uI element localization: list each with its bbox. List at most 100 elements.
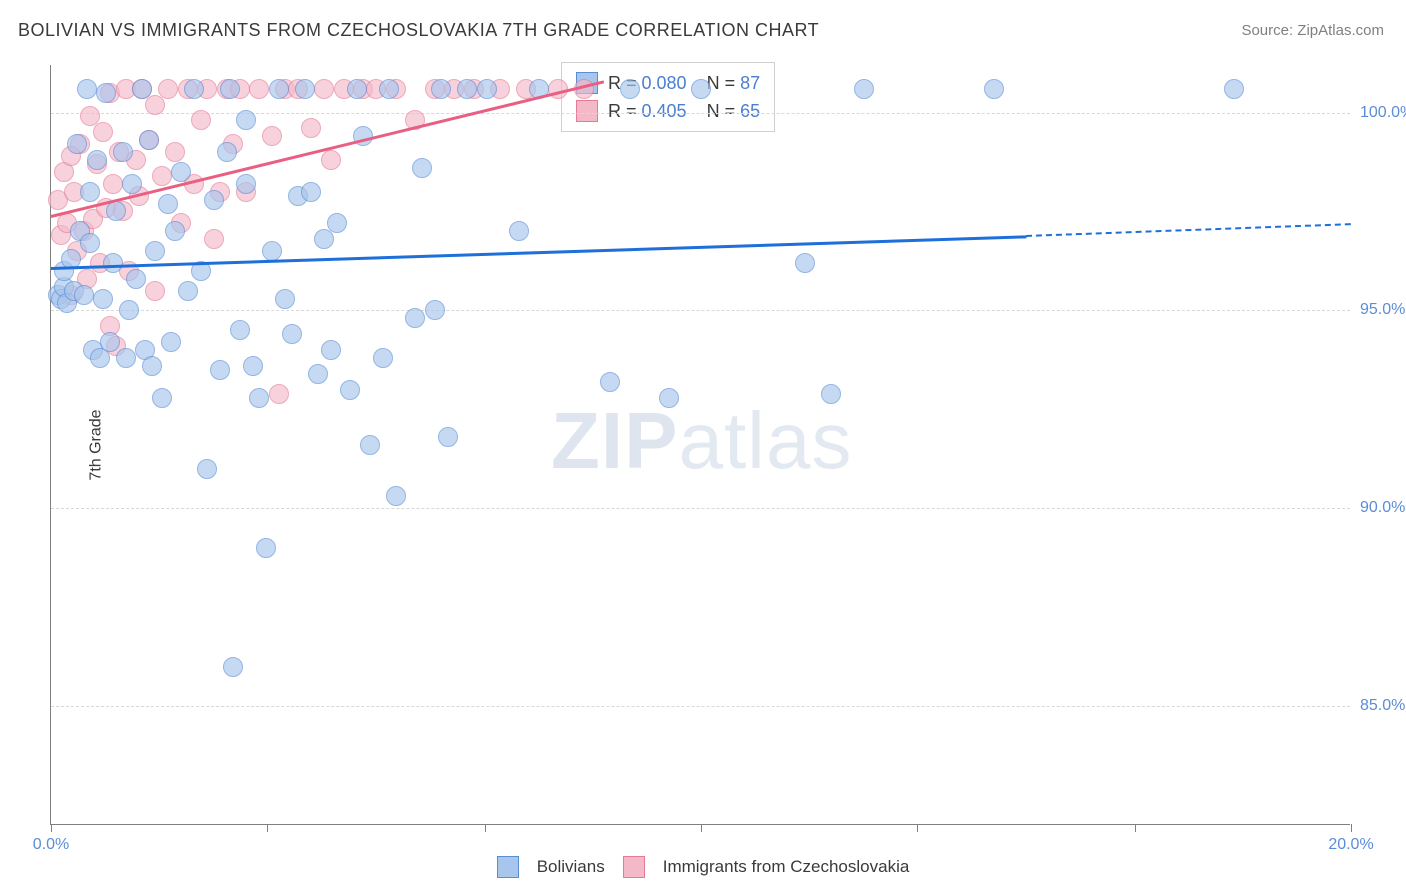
trend-bolivians <box>51 235 1026 270</box>
point-bolivians <box>158 194 178 214</box>
point-czechoslovakia <box>321 150 341 170</box>
point-bolivians <box>74 285 94 305</box>
point-bolivians <box>386 486 406 506</box>
chart-title: BOLIVIAN VS IMMIGRANTS FROM CZECHOSLOVAK… <box>18 20 819 41</box>
point-czechoslovakia <box>262 126 282 146</box>
point-bolivians <box>204 190 224 210</box>
y-axis-label: 7th Grade <box>88 409 106 480</box>
point-bolivians <box>145 241 165 261</box>
point-bolivians <box>119 300 139 320</box>
point-bolivians <box>236 110 256 130</box>
point-bolivians <box>308 364 328 384</box>
point-bolivians <box>373 348 393 368</box>
point-bolivians <box>301 182 321 202</box>
point-czechoslovakia <box>191 110 211 130</box>
chart-container: { "title": "BOLIVIAN VS IMMIGRANTS FROM … <box>0 0 1406 892</box>
point-bolivians <box>379 79 399 99</box>
y-tick-label: 100.0% <box>1360 104 1406 122</box>
point-bolivians <box>405 308 425 328</box>
point-bolivians <box>80 182 100 202</box>
point-bolivians <box>165 221 185 241</box>
gridline-h <box>51 310 1350 311</box>
legend-swatch-bolivians <box>497 856 519 878</box>
point-bolivians <box>132 79 152 99</box>
point-czechoslovakia <box>165 142 185 162</box>
point-bolivians <box>249 388 269 408</box>
point-bolivians <box>262 241 282 261</box>
point-bolivians <box>184 79 204 99</box>
point-bolivians <box>197 459 217 479</box>
point-bolivians <box>457 79 477 99</box>
point-bolivians <box>87 150 107 170</box>
point-bolivians <box>210 360 230 380</box>
point-bolivians <box>243 356 263 376</box>
point-bolivians <box>113 142 133 162</box>
point-bolivians <box>171 162 191 182</box>
point-czechoslovakia <box>152 166 172 186</box>
point-czechoslovakia <box>158 79 178 99</box>
point-bolivians <box>80 233 100 253</box>
watermark: ZIPatlas <box>551 395 852 487</box>
x-tick-label: 0.0% <box>33 836 69 854</box>
point-bolivians <box>360 435 380 455</box>
point-bolivians <box>854 79 874 99</box>
point-czechoslovakia <box>103 174 123 194</box>
point-bolivians <box>477 79 497 99</box>
point-bolivians <box>93 289 113 309</box>
legend-label-czechoslovakia: Immigrants from Czechoslovakia <box>663 857 910 877</box>
point-bolivians <box>659 388 679 408</box>
point-czechoslovakia <box>145 95 165 115</box>
point-bolivians <box>178 281 198 301</box>
point-czechoslovakia <box>314 79 334 99</box>
point-bolivians <box>340 380 360 400</box>
point-bolivians <box>321 340 341 360</box>
point-bolivians <box>691 79 711 99</box>
point-bolivians <box>139 130 159 150</box>
point-czechoslovakia <box>301 118 321 138</box>
point-bolivians <box>217 142 237 162</box>
plot-area: 7th Grade ZIPatlas R = 0.080N = 87R = 0.… <box>50 65 1350 825</box>
point-bolivians <box>984 79 1004 99</box>
gridline-h <box>51 508 1350 509</box>
point-bolivians <box>600 372 620 392</box>
point-czechoslovakia <box>269 384 289 404</box>
point-bolivians <box>223 657 243 677</box>
y-tick-label: 90.0% <box>1360 499 1406 517</box>
legend-stats: R = 0.080N = 87R = 0.405N = 65 <box>561 62 775 132</box>
point-bolivians <box>431 79 451 99</box>
point-bolivians <box>77 79 97 99</box>
point-bolivians <box>620 79 640 99</box>
point-bolivians <box>821 384 841 404</box>
y-tick-label: 85.0% <box>1360 697 1406 715</box>
point-bolivians <box>122 174 142 194</box>
point-bolivians <box>236 174 256 194</box>
point-bolivians <box>256 538 276 558</box>
point-czechoslovakia <box>93 122 113 142</box>
point-bolivians <box>142 356 162 376</box>
point-bolivians <box>116 348 136 368</box>
point-bolivians <box>152 388 172 408</box>
point-bolivians <box>438 427 458 447</box>
point-bolivians <box>275 289 295 309</box>
legend-label-bolivians: Bolivians <box>537 857 605 877</box>
point-czechoslovakia <box>145 281 165 301</box>
point-bolivians <box>412 158 432 178</box>
point-bolivians <box>103 253 123 273</box>
trend-bolivians-dashed <box>1026 223 1351 237</box>
legend-stats-row-czechoslovakia: R = 0.405N = 65 <box>576 97 760 125</box>
point-bolivians <box>230 320 250 340</box>
point-bolivians <box>220 79 240 99</box>
point-bolivians <box>314 229 334 249</box>
point-bolivians <box>1224 79 1244 99</box>
legend-series: Bolivians Immigrants from Czechoslovakia <box>0 856 1406 878</box>
point-bolivians <box>269 79 289 99</box>
point-bolivians <box>327 213 347 233</box>
source-label: Source: ZipAtlas.com <box>1241 22 1384 39</box>
point-czechoslovakia <box>204 229 224 249</box>
y-tick-label: 95.0% <box>1360 301 1406 319</box>
point-bolivians <box>100 332 120 352</box>
x-tick-label: 20.0% <box>1328 836 1373 854</box>
point-bolivians <box>795 253 815 273</box>
point-bolivians <box>96 83 116 103</box>
gridline-h <box>51 706 1350 707</box>
